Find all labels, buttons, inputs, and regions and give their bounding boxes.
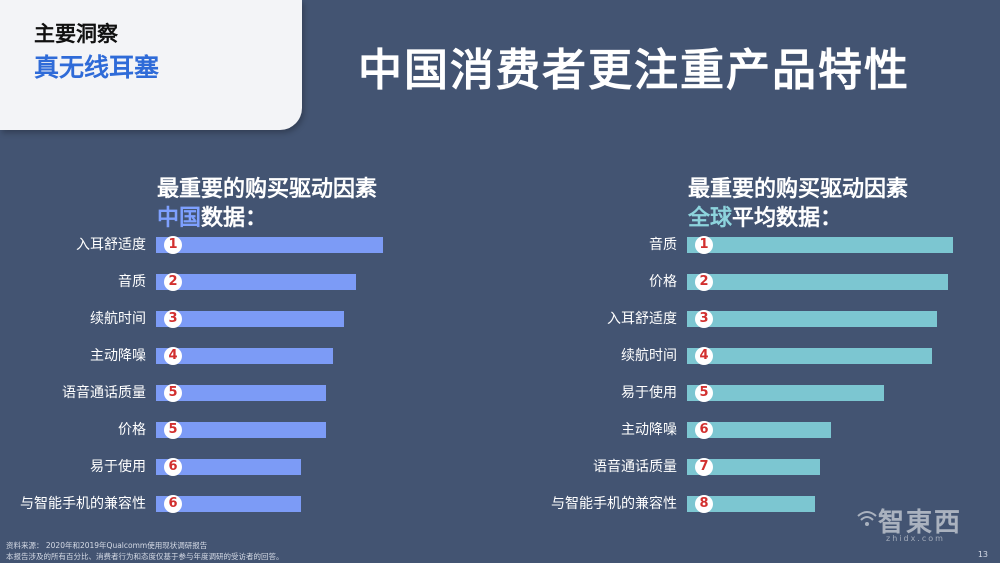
bar-label: 与智能手机的兼容性 <box>551 496 677 512</box>
bar-row: 音质 2 <box>118 273 356 291</box>
left-subheading-rest: 数据： <box>201 206 268 231</box>
left-subheading-highlight: 中国 <box>157 206 202 231</box>
right-subheading-rest: 平均数据： <box>732 206 843 231</box>
right-subheading: 全球平均数据： <box>688 200 842 232</box>
rank-badge: 1 <box>164 236 182 254</box>
bar <box>687 422 831 438</box>
bar-row: 主动降噪 4 <box>90 347 333 365</box>
right-heading: 最重要的购买驱动因素 <box>688 177 909 202</box>
bar-label: 价格 <box>118 422 146 438</box>
bar-row: 易于使用 5 <box>621 384 884 402</box>
bar-label: 主动降噪 <box>90 348 146 364</box>
rank-badge: 1 <box>695 236 713 254</box>
bar <box>156 496 301 512</box>
bar-label: 主动降噪 <box>621 422 677 438</box>
bar-row: 价格 5 <box>118 421 326 439</box>
bar <box>156 274 356 290</box>
logo-subtext: zhidx.com <box>886 534 945 543</box>
insight-tag-subtitle: 真无线耳塞 <box>34 53 160 82</box>
bar <box>156 237 383 253</box>
bar-label: 续航时间 <box>621 348 677 364</box>
rank-badge: 3 <box>164 310 182 328</box>
bar <box>687 311 937 327</box>
bar-label: 价格 <box>649 274 677 290</box>
right-subheading-highlight: 全球 <box>688 206 733 231</box>
bar <box>156 459 301 475</box>
left-subheading: 中国数据： <box>157 200 267 232</box>
bar-label: 音质 <box>649 237 677 253</box>
rank-badge: 2 <box>695 273 713 291</box>
bar-label: 易于使用 <box>621 385 677 401</box>
rank-badge: 2 <box>164 273 182 291</box>
rank-badge: 4 <box>695 347 713 365</box>
bar-label: 易于使用 <box>90 459 146 475</box>
bar-label: 入耳舒适度 <box>607 311 677 327</box>
wifi-icon <box>857 511 877 526</box>
bar <box>156 422 326 438</box>
rank-badge: 4 <box>164 347 182 365</box>
bar-label: 与智能手机的兼容性 <box>20 496 146 512</box>
bar-label: 入耳舒适度 <box>76 237 146 253</box>
rank-badge: 6 <box>164 458 182 476</box>
insight-tag: 主要洞察 真无线耳塞 <box>0 0 302 130</box>
bar <box>687 237 953 253</box>
bar <box>156 311 344 327</box>
bar-row: 续航时间 4 <box>621 347 932 365</box>
bar-row: 入耳舒适度 3 <box>607 310 937 328</box>
bar-row: 与智能手机的兼容性 8 <box>551 495 815 513</box>
bar-row: 音质 1 <box>649 236 953 254</box>
rank-badge: 6 <box>164 495 182 513</box>
left-heading: 最重要的购买驱动因素 <box>157 177 378 202</box>
bar <box>687 274 948 290</box>
rank-badge: 5 <box>164 384 182 402</box>
rank-badge: 8 <box>695 495 713 513</box>
bar-row: 主动降噪 6 <box>621 421 831 439</box>
rank-badge: 5 <box>164 421 182 439</box>
bar-row: 语音通话质量 5 <box>62 384 326 402</box>
rank-badge: 7 <box>695 458 713 476</box>
bar <box>156 348 333 364</box>
page-title: 中国消费者更注重产品特性 <box>358 45 910 96</box>
bar <box>687 385 884 401</box>
bar-row: 易于使用 6 <box>90 458 301 476</box>
bar-label: 语音通话质量 <box>593 459 677 475</box>
footnote-source: 资料来源： 2020年和2019年Qualcomm使用现状调研报告 <box>6 541 208 550</box>
bar <box>687 459 820 475</box>
bar-label: 语音通话质量 <box>62 385 146 401</box>
bar-label: 音质 <box>118 274 146 290</box>
bar-row: 与智能手机的兼容性 6 <box>20 495 301 513</box>
bar <box>687 496 815 512</box>
rank-badge: 6 <box>695 421 713 439</box>
bar-row: 价格 2 <box>649 273 948 291</box>
bar-row: 续航时间 3 <box>90 310 344 328</box>
bar-row: 语音通话质量 7 <box>593 458 820 476</box>
bar <box>156 385 326 401</box>
logo-text: 智東西 <box>878 508 963 538</box>
bar-row: 入耳舒适度 1 <box>76 236 383 254</box>
page-number: 13 <box>977 550 988 559</box>
rank-badge: 5 <box>695 384 713 402</box>
zhidx-logo: 智東西 zhidx.com <box>856 500 986 545</box>
insight-tag-title: 主要洞察 <box>34 22 118 46</box>
bar-label: 续航时间 <box>90 311 146 327</box>
rank-badge: 3 <box>695 310 713 328</box>
footnote-disclaimer: 本报告涉及的所有百分比、消费者行为和态度仅基于参与年度调研的受访者的回答。 <box>6 552 284 561</box>
bar <box>687 348 932 364</box>
